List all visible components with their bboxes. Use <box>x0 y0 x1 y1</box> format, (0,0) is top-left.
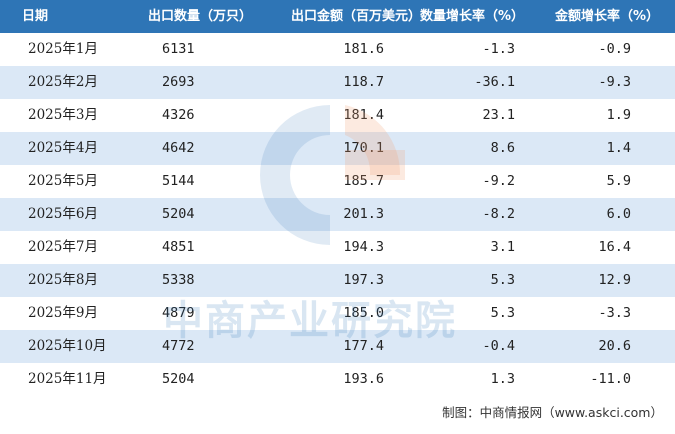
source-credit: 制图：中商情报网（www.askci.com） <box>442 405 663 420</box>
cell-amount-growth: 20.6 <box>598 338 631 354</box>
header-export-amount: 出口金额（百万美元） <box>291 9 422 24</box>
cell-date: 2025年2月 <box>28 74 98 90</box>
cell-amount-growth: -11.0 <box>590 371 631 387</box>
cell-export-amount: 197.3 <box>343 272 384 288</box>
cell-quantity-growth: -8.2 <box>482 206 515 222</box>
cell-export-amount: 181.4 <box>343 107 384 123</box>
cell-quantity-growth: 8.6 <box>490 140 515 156</box>
cell-amount-growth: 5.9 <box>606 173 631 189</box>
header-quantity-growth: 数量增长率（%） <box>420 9 525 24</box>
table-row: 2025年10月 4772 177.4 -0.4 20.6 <box>0 330 675 363</box>
cell-quantity-growth: -9.2 <box>482 173 515 189</box>
cell-quantity-growth: -36.1 <box>474 74 515 90</box>
cell-amount-growth: 6.0 <box>606 206 631 222</box>
cell-export-quantity: 6131 <box>162 41 195 57</box>
cell-date: 2025年11月 <box>28 371 107 387</box>
cell-export-quantity: 4326 <box>162 107 195 123</box>
cell-export-quantity: 4642 <box>162 140 195 156</box>
cell-date: 2025年9月 <box>28 305 98 321</box>
table-row: 2025年1月 6131 181.6 -1.3 -0.9 <box>0 33 675 66</box>
cell-amount-growth: -3.3 <box>598 305 631 321</box>
cell-date: 2025年8月 <box>28 272 98 288</box>
cell-amount-growth: -0.9 <box>598 41 631 57</box>
cell-date: 2025年7月 <box>28 239 98 255</box>
cell-export-quantity: 4851 <box>162 239 195 255</box>
cell-export-amount: 193.6 <box>343 371 384 387</box>
cell-export-amount: 185.0 <box>343 305 384 321</box>
table-row: 2025年9月 4879 185.0 5.3 -3.3 <box>0 297 675 330</box>
cell-quantity-growth: 1.3 <box>490 371 515 387</box>
cell-amount-growth: 1.4 <box>606 140 631 156</box>
cell-quantity-growth: 3.1 <box>490 239 515 255</box>
cell-export-quantity: 5204 <box>162 206 195 222</box>
cell-export-quantity: 4879 <box>162 305 195 321</box>
cell-export-amount: 118.7 <box>343 74 384 90</box>
table-row: 2025年8月 5338 197.3 5.3 12.9 <box>0 264 675 297</box>
cell-date: 2025年5月 <box>28 173 98 189</box>
table-row: 2025年4月 4642 170.1 8.6 1.4 <box>0 132 675 165</box>
cell-quantity-growth: 5.3 <box>490 272 515 288</box>
cell-quantity-growth: -0.4 <box>482 338 515 354</box>
table-row: 2025年5月 5144 185.7 -9.2 5.9 <box>0 165 675 198</box>
cell-export-quantity: 5338 <box>162 272 195 288</box>
table-row: 2025年2月 2693 118.7 -36.1 -9.3 <box>0 66 675 99</box>
cell-export-amount: 181.6 <box>343 41 384 57</box>
cell-amount-growth: 16.4 <box>598 239 631 255</box>
cell-date: 2025年1月 <box>28 41 98 57</box>
table-row: 2025年11月 5204 193.6 1.3 -11.0 <box>0 363 675 396</box>
table-row: 2025年6月 5204 201.3 -8.2 6.0 <box>0 198 675 231</box>
cell-date: 2025年4月 <box>28 140 98 156</box>
table-row: 2025年3月 4326 181.4 23.1 1.9 <box>0 99 675 132</box>
table-header: 日期 出口数量（万只） 出口金额（百万美元） 数量增长率（%） 金额增长率（%） <box>0 0 675 33</box>
cell-export-amount: 194.3 <box>343 239 384 255</box>
cell-export-quantity: 4772 <box>162 338 195 354</box>
table-row: 2025年7月 4851 194.3 3.1 16.4 <box>0 231 675 264</box>
cell-quantity-growth: 23.1 <box>482 107 515 123</box>
header-export-quantity: 出口数量（万只） <box>148 9 253 24</box>
cell-quantity-growth: -1.3 <box>482 41 515 57</box>
header-amount-growth: 金额增长率（%） <box>555 9 660 24</box>
cell-amount-growth: 1.9 <box>606 107 631 123</box>
cell-export-amount: 177.4 <box>343 338 384 354</box>
cell-export-amount: 201.3 <box>343 206 384 222</box>
cell-export-quantity: 5204 <box>162 371 195 387</box>
cell-date: 2025年6月 <box>28 206 98 222</box>
cell-amount-growth: -9.3 <box>598 74 631 90</box>
cell-export-quantity: 5144 <box>162 173 195 189</box>
cell-export-amount: 170.1 <box>343 140 384 156</box>
cell-export-amount: 185.7 <box>343 173 384 189</box>
cell-export-quantity: 2693 <box>162 74 195 90</box>
cell-amount-growth: 12.9 <box>598 272 631 288</box>
header-date: 日期 <box>22 9 49 24</box>
cell-date: 2025年10月 <box>28 338 107 354</box>
cell-date: 2025年3月 <box>28 107 98 123</box>
cell-quantity-growth: 5.3 <box>490 305 515 321</box>
